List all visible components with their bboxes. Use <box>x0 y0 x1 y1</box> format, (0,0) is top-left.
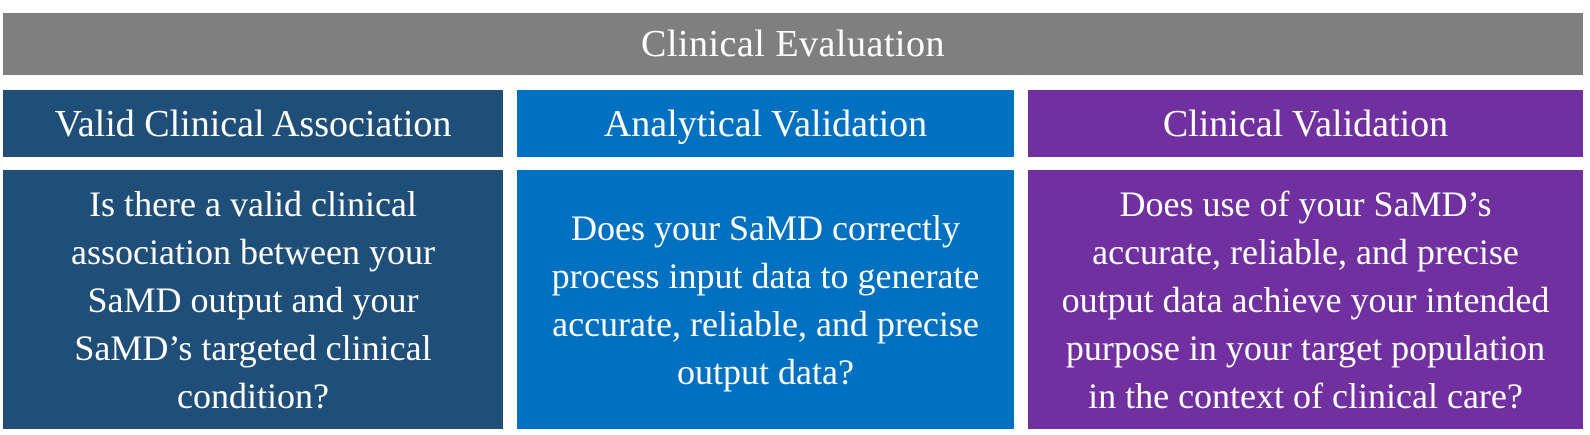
diagram-title: Clinical Evaluation <box>641 23 945 65</box>
column-header-valid-clinical-association: Valid Clinical Association <box>3 90 503 157</box>
column-body-clinical-validation: Does use of your SaMD’s accurate, reliab… <box>1028 170 1583 429</box>
column-body-valid-clinical-association: Is there a valid clinical association be… <box>3 170 503 429</box>
column-header-analytical-validation: Analytical Validation <box>517 90 1014 157</box>
column-body-analytical-validation: Does your SaMD correctly process input d… <box>517 170 1014 429</box>
diagram-content: Clinical Evaluation Valid Clinical Assoc… <box>3 13 1583 429</box>
clinical-evaluation-title-bar: Clinical Evaluation <box>3 13 1583 75</box>
columns-grid: Valid Clinical Association Analytical Va… <box>3 90 1583 429</box>
column-header-clinical-validation: Clinical Validation <box>1028 90 1583 157</box>
